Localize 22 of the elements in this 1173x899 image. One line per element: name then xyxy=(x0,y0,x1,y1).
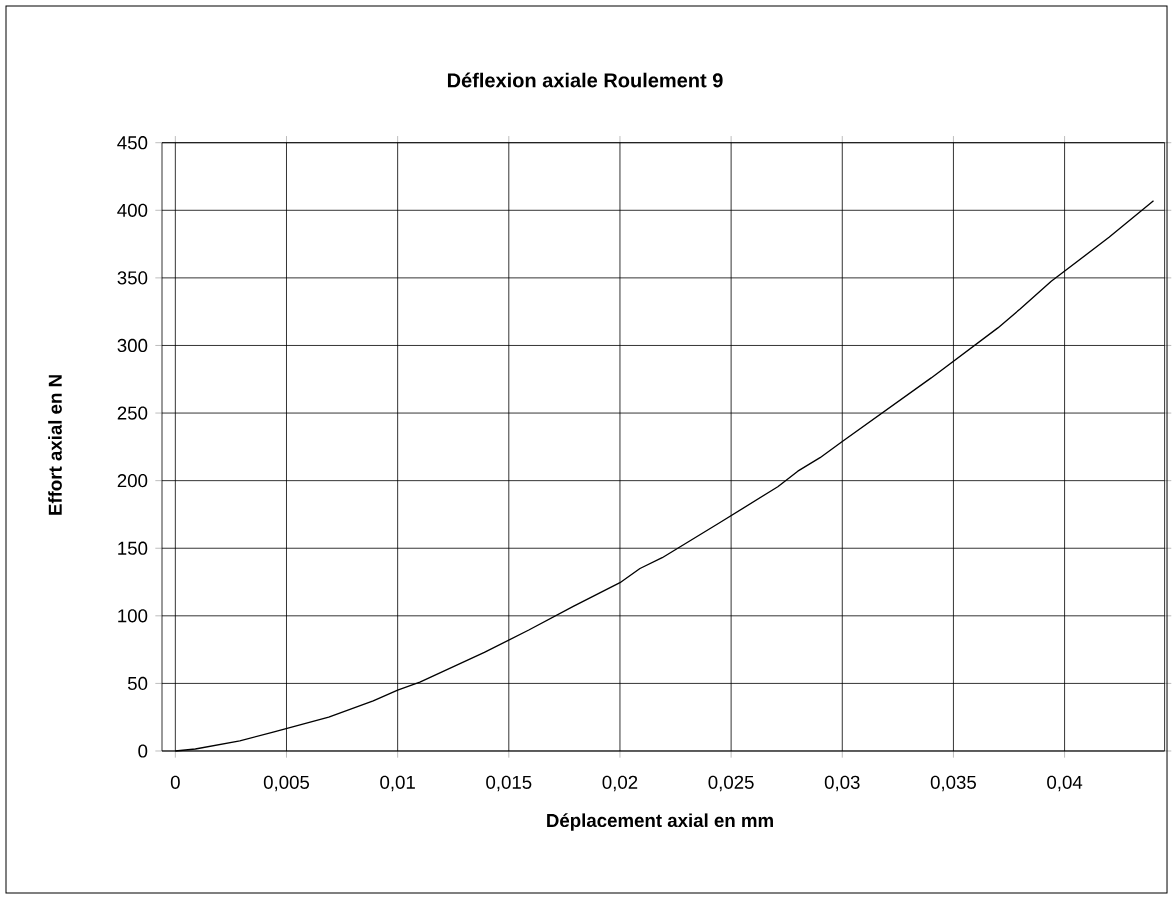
y-tick-label: 100 xyxy=(118,609,148,623)
y-tick-label: 150 xyxy=(118,541,148,555)
y-tick-label: 350 xyxy=(117,271,148,285)
x-axis-title: Déplacement axial en mm xyxy=(547,813,773,831)
x-tick-label: 0,04 xyxy=(1047,775,1083,792)
y-tick-label: 400 xyxy=(117,203,148,217)
x-tick-label: 0,01 xyxy=(380,775,415,792)
x-tick-label: 0,035 xyxy=(930,775,976,792)
y-tick-label: 250 xyxy=(117,406,148,420)
y-tick-label: 200 xyxy=(117,474,148,488)
x-tick-label: 0,02 xyxy=(602,775,638,792)
y-tick-label: 0 xyxy=(138,744,148,758)
x-tick-label: 0,03 xyxy=(824,775,860,792)
x-tick-label: 0,025 xyxy=(708,775,754,792)
x-tick-label: 0 xyxy=(170,775,180,789)
chart-title: Déflexion axiale Roulement 9 xyxy=(447,72,723,88)
x-tick-label: 0,015 xyxy=(486,775,532,792)
y-tick-label: 50 xyxy=(127,676,148,691)
y-tick-label: 300 xyxy=(117,338,148,353)
x-tick-label: 0,005 xyxy=(263,775,310,792)
y-tick-label: 450 xyxy=(117,136,148,150)
y-axis-title: Effort axial en N xyxy=(48,375,62,515)
